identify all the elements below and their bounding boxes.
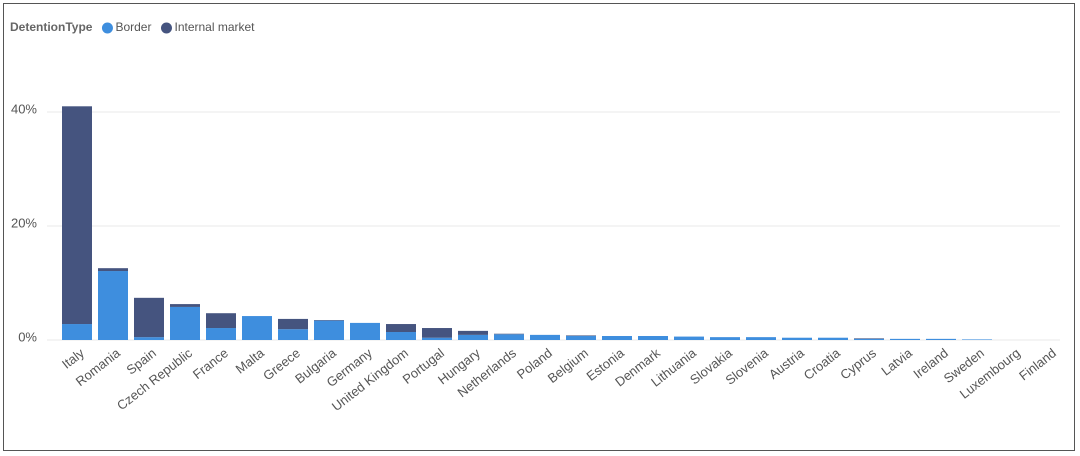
bar-segment — [134, 337, 164, 340]
bar-segment — [206, 328, 236, 340]
bar-segment — [62, 106, 92, 325]
bar-segment — [638, 336, 668, 340]
legend-title: DetentionType — [10, 20, 93, 34]
x-tick-label: Latvia — [878, 345, 915, 379]
x-tick-label: Belgium — [545, 345, 591, 386]
bar-segment — [962, 339, 992, 340]
bar-segment — [494, 334, 524, 340]
bar-segment — [170, 304, 200, 307]
legend-label: Border — [115, 20, 151, 34]
bar-segment — [98, 268, 128, 272]
bar-segment — [782, 337, 812, 340]
bar-segment — [674, 336, 704, 340]
bar-segment — [98, 271, 128, 340]
bar-segment — [134, 297, 164, 338]
bar-segment — [206, 313, 236, 329]
bar-segment — [566, 335, 596, 337]
bar-segment — [314, 320, 344, 340]
y-tick-label: 20% — [11, 215, 37, 230]
legend-label: Internal market — [174, 20, 255, 34]
bar-segment — [278, 318, 308, 330]
y-tick-label: 0% — [18, 329, 37, 344]
bar-segment — [350, 322, 380, 340]
bar-segment — [422, 337, 452, 340]
bar-segment — [566, 336, 596, 340]
bar-segment — [854, 338, 884, 339]
bar-segment — [746, 337, 776, 340]
bar-segment — [854, 338, 884, 340]
y-tick-label: 40% — [11, 101, 37, 116]
bar-segment — [386, 332, 416, 340]
bar-segment — [494, 333, 524, 335]
bar-segment — [530, 334, 560, 340]
bar-segment — [926, 338, 956, 340]
bar-segment — [458, 330, 488, 335]
bar-segment — [602, 336, 632, 340]
x-tick-label: France — [190, 345, 231, 382]
x-tick-label: Finland — [1016, 345, 1059, 383]
x-tick-label: Croatia — [801, 345, 844, 383]
bar-segment — [242, 316, 272, 340]
x-tick-label: Austria — [766, 345, 808, 382]
bar-segment — [170, 306, 200, 340]
bar-segment — [386, 324, 416, 333]
bar-segment — [710, 337, 740, 340]
bar-segment — [62, 324, 92, 340]
bar-segment — [458, 334, 488, 340]
bar-segment — [422, 328, 452, 338]
frame — [3, 3, 1075, 451]
bar-segment — [818, 337, 848, 340]
x-tick-label: Italy — [59, 345, 87, 372]
bar-segment — [278, 329, 308, 340]
legend-swatch — [160, 22, 172, 34]
legend-swatch — [101, 22, 113, 34]
bar-segment — [314, 320, 344, 321]
x-tick-label: Cyprus — [837, 345, 879, 382]
bar-segment — [890, 338, 920, 340]
